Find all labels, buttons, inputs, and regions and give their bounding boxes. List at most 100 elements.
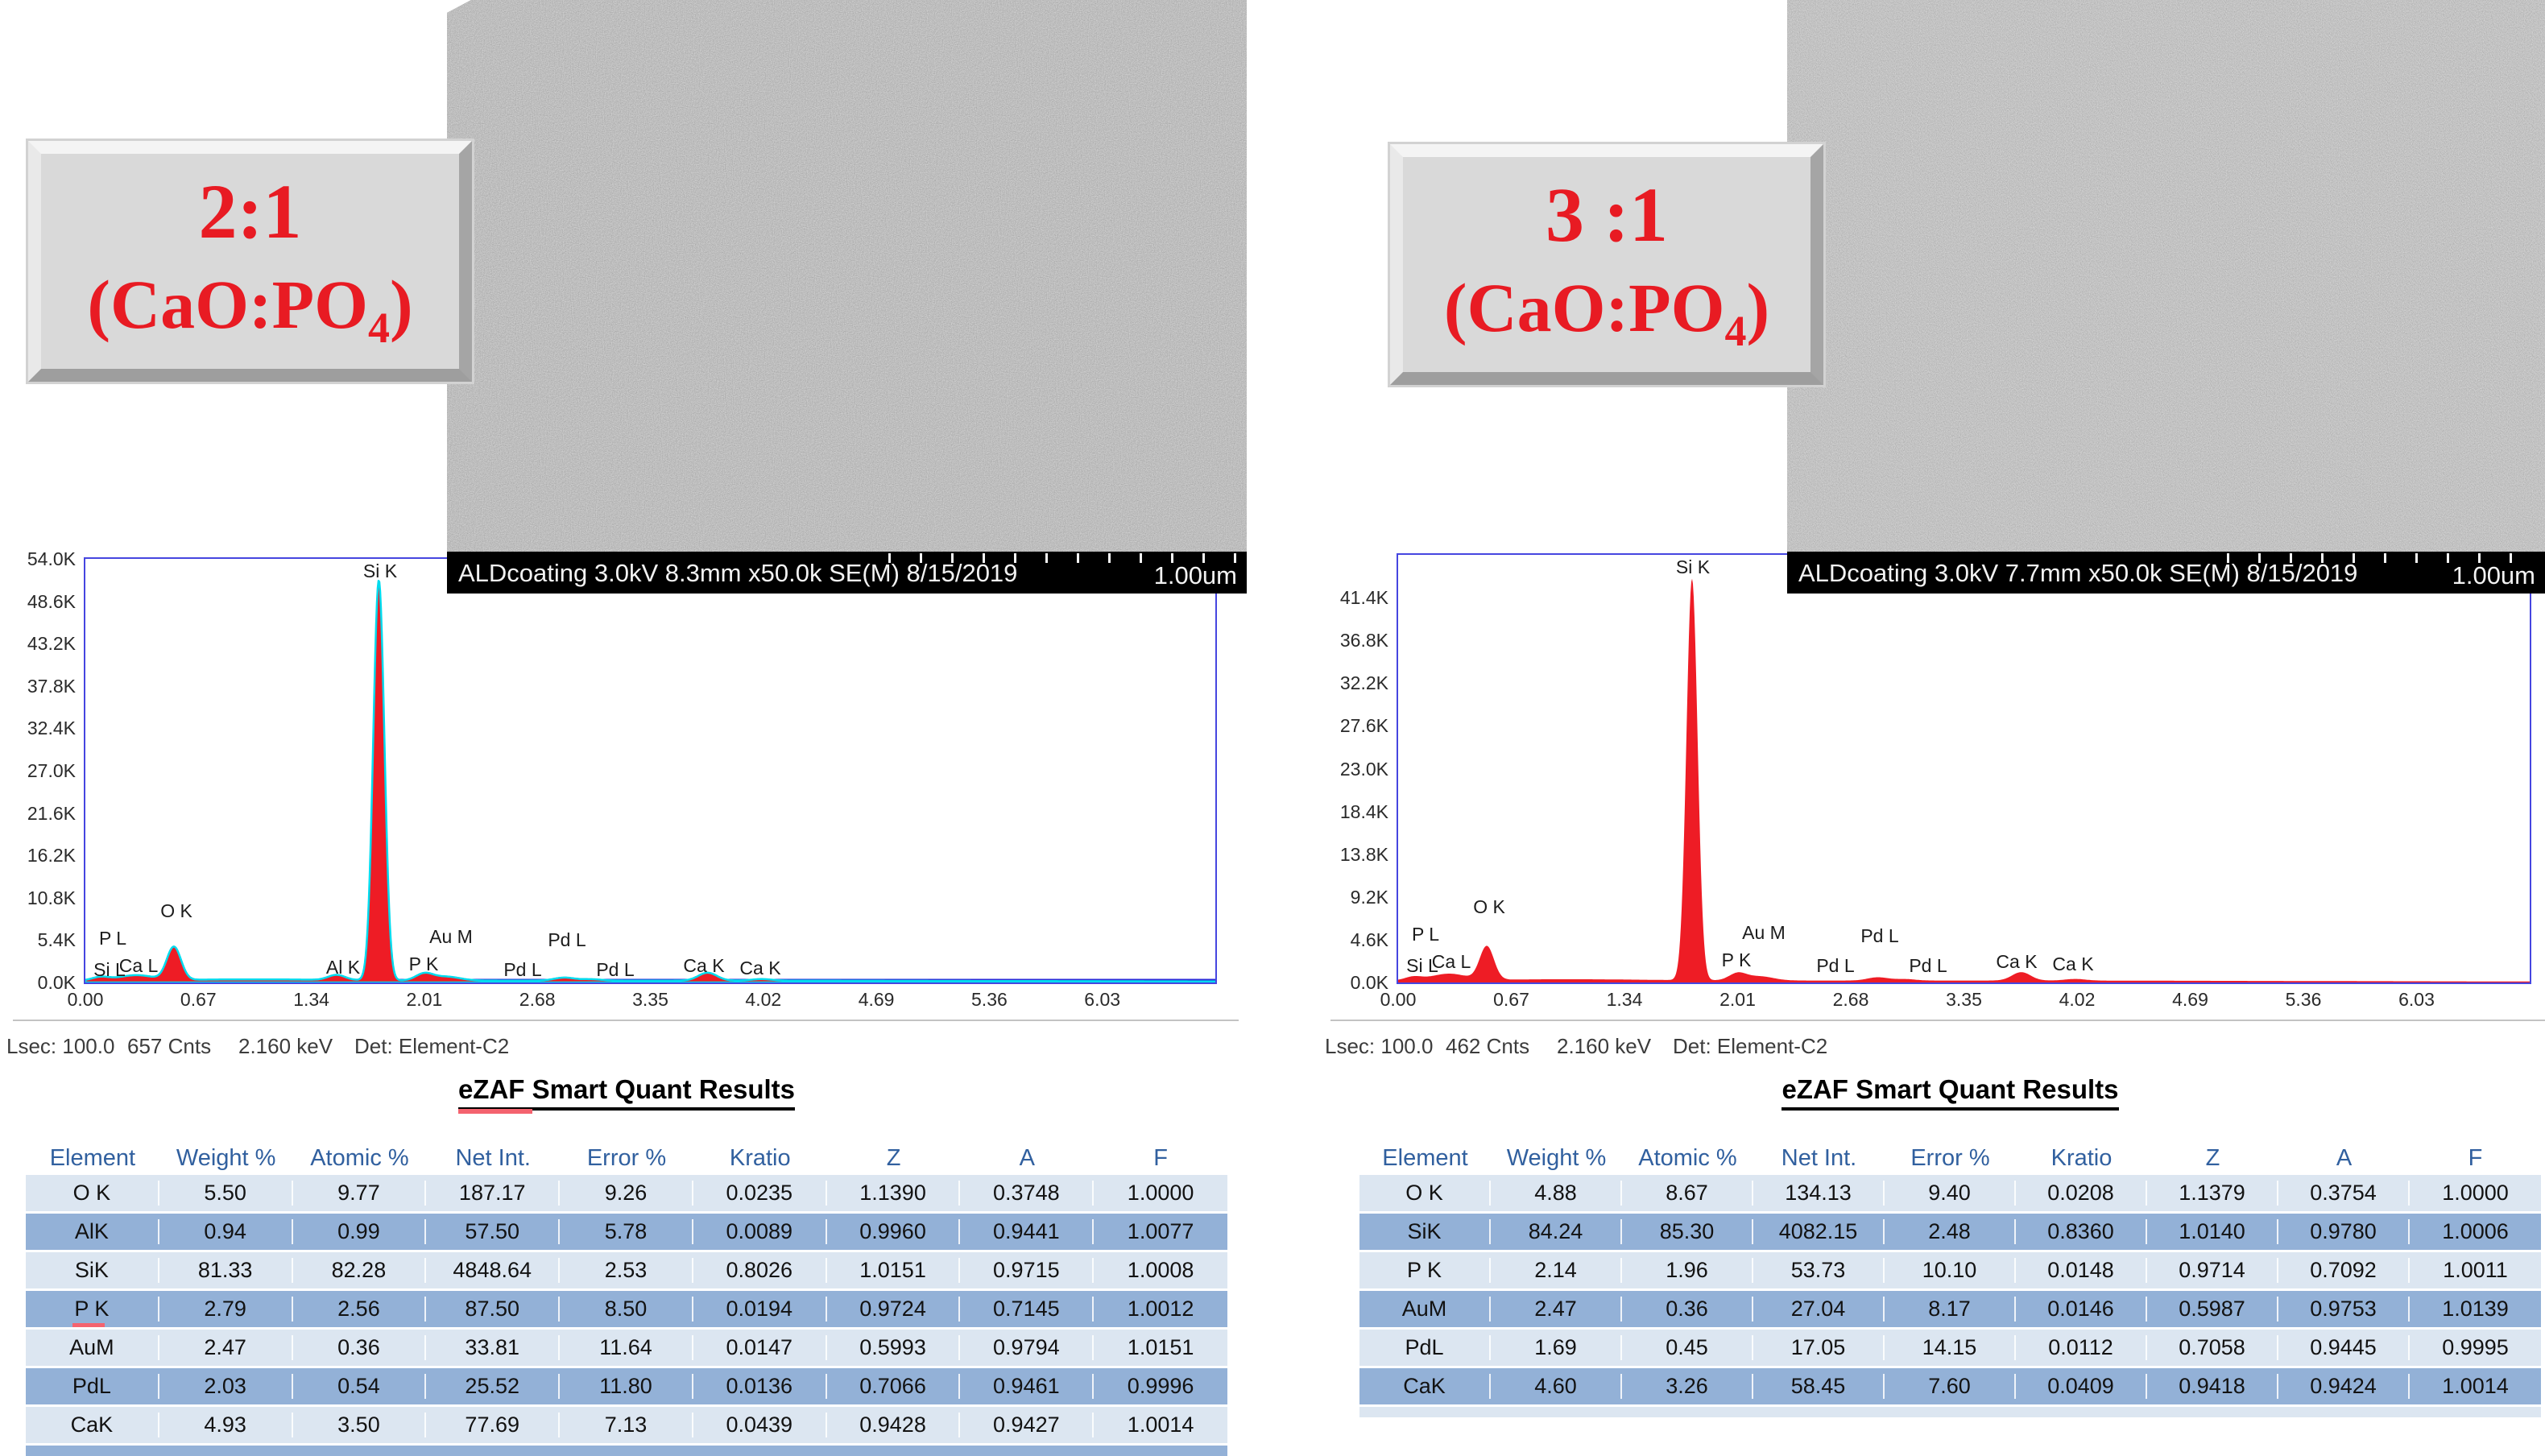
peak-label: O K — [1473, 896, 1505, 917]
table-cell: 2.03 — [159, 1374, 293, 1399]
peak-label: P L — [98, 928, 127, 949]
table-cell: 0.9780 — [2278, 1219, 2410, 1244]
peak-label: Pd L — [1816, 955, 1855, 976]
table-cell: 1.1390 — [827, 1181, 961, 1206]
table-cell: 0.9461 — [960, 1374, 1095, 1399]
quant-table-title-right: eZAF Smart Quant Results — [1359, 1074, 2541, 1111]
x-axis-tick-label: 5.36 — [2285, 989, 2322, 1010]
table-cell: 5.50 — [159, 1181, 293, 1206]
table-cell: 0.9714 — [2147, 1258, 2278, 1283]
table-cell: 0.9996 — [1127, 1374, 1194, 1398]
table-cell: 0.0146 — [2016, 1297, 2147, 1322]
x-axis-tick-label: 3.35 — [1946, 989, 1982, 1010]
table-cell: 5.78 — [560, 1219, 693, 1244]
x-axis-tick-label: 6.03 — [1084, 989, 1121, 1010]
x-axis-tick-label: 2.68 — [1832, 989, 1869, 1010]
table-cell: 25.52 — [426, 1374, 561, 1399]
y-axis-tick-label: 27.6K — [1339, 715, 1388, 737]
quant-table-left: Element Weight % Atomic % Net Int. Error % Kr… — [26, 1142, 1227, 1456]
stat-counts-right: 462 Cnts — [1446, 1034, 1530, 1058]
ratio-label-left: 2:1 (CaO:PO4) — [28, 141, 472, 382]
table-cell: 0.0235 — [693, 1181, 827, 1206]
table-cell: 0.0194 — [693, 1297, 827, 1322]
x-axis-tick-label: 3.35 — [632, 989, 668, 1010]
table-cell: 0.0439 — [693, 1413, 827, 1437]
table-cell: 1.0139 — [2442, 1297, 2509, 1321]
table-cell: 1.0012 — [1127, 1297, 1194, 1321]
table-header-cell: Element — [49, 1145, 136, 1171]
divider-line-right — [1330, 1020, 2545, 1021]
table-cell: 1.0140 — [2147, 1219, 2278, 1244]
sem-noise-texture — [1787, 0, 2545, 594]
sem-caption-right: ALDcoating 3.0kV 7.7mm x50.0k SE(M) 8/15… — [1798, 559, 2358, 587]
y-axis-tick-label: 41.4K — [1339, 587, 1388, 609]
x-axis-tick-label: 2.68 — [519, 989, 556, 1010]
table-header-row: Element Weight % Atomic % Net Int. Error % Kr… — [26, 1142, 1227, 1175]
y-axis-tick-label: 13.8K — [1339, 843, 1388, 865]
sem-info-bar-right: ALDcoating 3.0kV 7.7mm x50.0k SE(M) 8/15… — [1787, 552, 2545, 594]
table-header-cell: A — [2336, 1145, 2353, 1171]
table-cell: AuM — [1359, 1297, 1491, 1322]
table-header-cell: A — [1019, 1145, 1035, 1171]
table-cell: 3.50 — [293, 1413, 427, 1437]
table-cell: 14.15 — [1885, 1335, 2016, 1360]
element-label: AuM — [69, 1335, 114, 1359]
table-cell: 0.9445 — [2278, 1335, 2410, 1360]
table-cell: 0.99 — [293, 1219, 427, 1244]
peak-label: Si K — [362, 560, 398, 581]
stat-lsec-right: Lsec: 100.0 — [1325, 1034, 1434, 1058]
table-cell: 33.81 — [426, 1335, 561, 1360]
peak-label: Au M — [1742, 922, 1786, 943]
sem-image-left: ALDcoating 3.0kV 8.3mm x50.0k SE(M) 8/15… — [447, 0, 1247, 594]
table-row: PdL 1.69 0.45 17.05 14.15 0.0112 0.7058 0.9445 0… — [1359, 1330, 2541, 1368]
formula-pre: (CaO:PO — [87, 265, 369, 343]
table-cell: 2.47 — [159, 1335, 293, 1360]
table-cell: CaK — [1359, 1374, 1491, 1399]
table-cell: 58.45 — [1753, 1374, 1885, 1399]
x-axis-tick-label: 5.36 — [971, 989, 1008, 1010]
table-row: AuM 2.47 0.36 33.81 11.64 0.0147 0.5993 0.9794 1… — [26, 1330, 1227, 1368]
table-cell: 1.0011 — [2443, 1258, 2508, 1282]
table-header-cell: Kratio — [2050, 1145, 2113, 1171]
table-header-row: Element Weight % Atomic % Net Int. Error % Kr… — [1359, 1142, 2541, 1175]
element-label: O K — [72, 1181, 111, 1205]
table-cell: 0.8360 — [2016, 1219, 2147, 1244]
formula-pre: (CaO:PO — [1443, 268, 1725, 346]
table-header-cell: Z — [2205, 1145, 2220, 1171]
peak-label: O K — [160, 900, 192, 921]
stat-kev-left: 2.160 keV — [238, 1034, 333, 1058]
table-cell: 11.64 — [560, 1335, 693, 1360]
table-cell: PdL — [26, 1374, 159, 1399]
element-label: SiK — [74, 1258, 109, 1282]
x-axis-tick-label: 1.34 — [293, 989, 329, 1010]
peak-label: Pd L — [548, 929, 586, 950]
table-cell: 1.0006 — [2442, 1219, 2509, 1243]
peak-label: Ca K — [683, 955, 725, 976]
table-cell: 4.88 — [1491, 1181, 1622, 1206]
peak-label: Si L — [1406, 955, 1438, 976]
y-axis-tick-label: 32.4K — [27, 718, 76, 739]
stat-lsec-left: Lsec: 100.0 — [6, 1034, 115, 1058]
ratio-line1-left: 2:1 — [198, 168, 302, 254]
table-cell: 57.50 — [426, 1219, 561, 1244]
table-row: SiK 84.24 85.30 4082.15 2.48 0.8360 1.0140 0.97… — [1359, 1214, 2541, 1252]
table-row: CaK 4.93 3.50 77.69 7.13 0.0439 0.9428 0.9427 1.… — [26, 1407, 1227, 1446]
peak-label: Ca K — [2052, 953, 2094, 974]
x-axis-tick-label: 2.01 — [406, 989, 443, 1010]
y-axis-tick-label: 54.0K — [27, 548, 76, 569]
table-cell: 77.69 — [426, 1413, 561, 1437]
table-cell: PdL — [1359, 1335, 1491, 1360]
table-header-cell: Atomic % — [310, 1145, 409, 1171]
table-cell: 0.9418 — [2147, 1374, 2278, 1399]
sem-scale-label-left: 1.00um — [1153, 561, 1237, 589]
table-row: O K 5.50 9.77 187.17 9.26 0.0235 1.1390 0.3748 1… — [26, 1175, 1227, 1214]
table-cell: 27.04 — [1753, 1297, 1885, 1322]
table-row: AlK 0.94 0.99 57.50 5.78 0.0089 0.9960 0.9441 1.… — [26, 1214, 1227, 1252]
table-cell: 0.9715 — [960, 1258, 1095, 1283]
formula-sub: 4 — [1724, 307, 1747, 356]
element-label: P K — [1406, 1258, 1442, 1282]
table-cell: 1.69 — [1491, 1335, 1622, 1360]
table-header-cell: Error % — [1910, 1145, 1990, 1171]
x-axis-tick-label: 4.69 — [2172, 989, 2208, 1010]
table-cell: 1.1379 — [2147, 1181, 2278, 1206]
